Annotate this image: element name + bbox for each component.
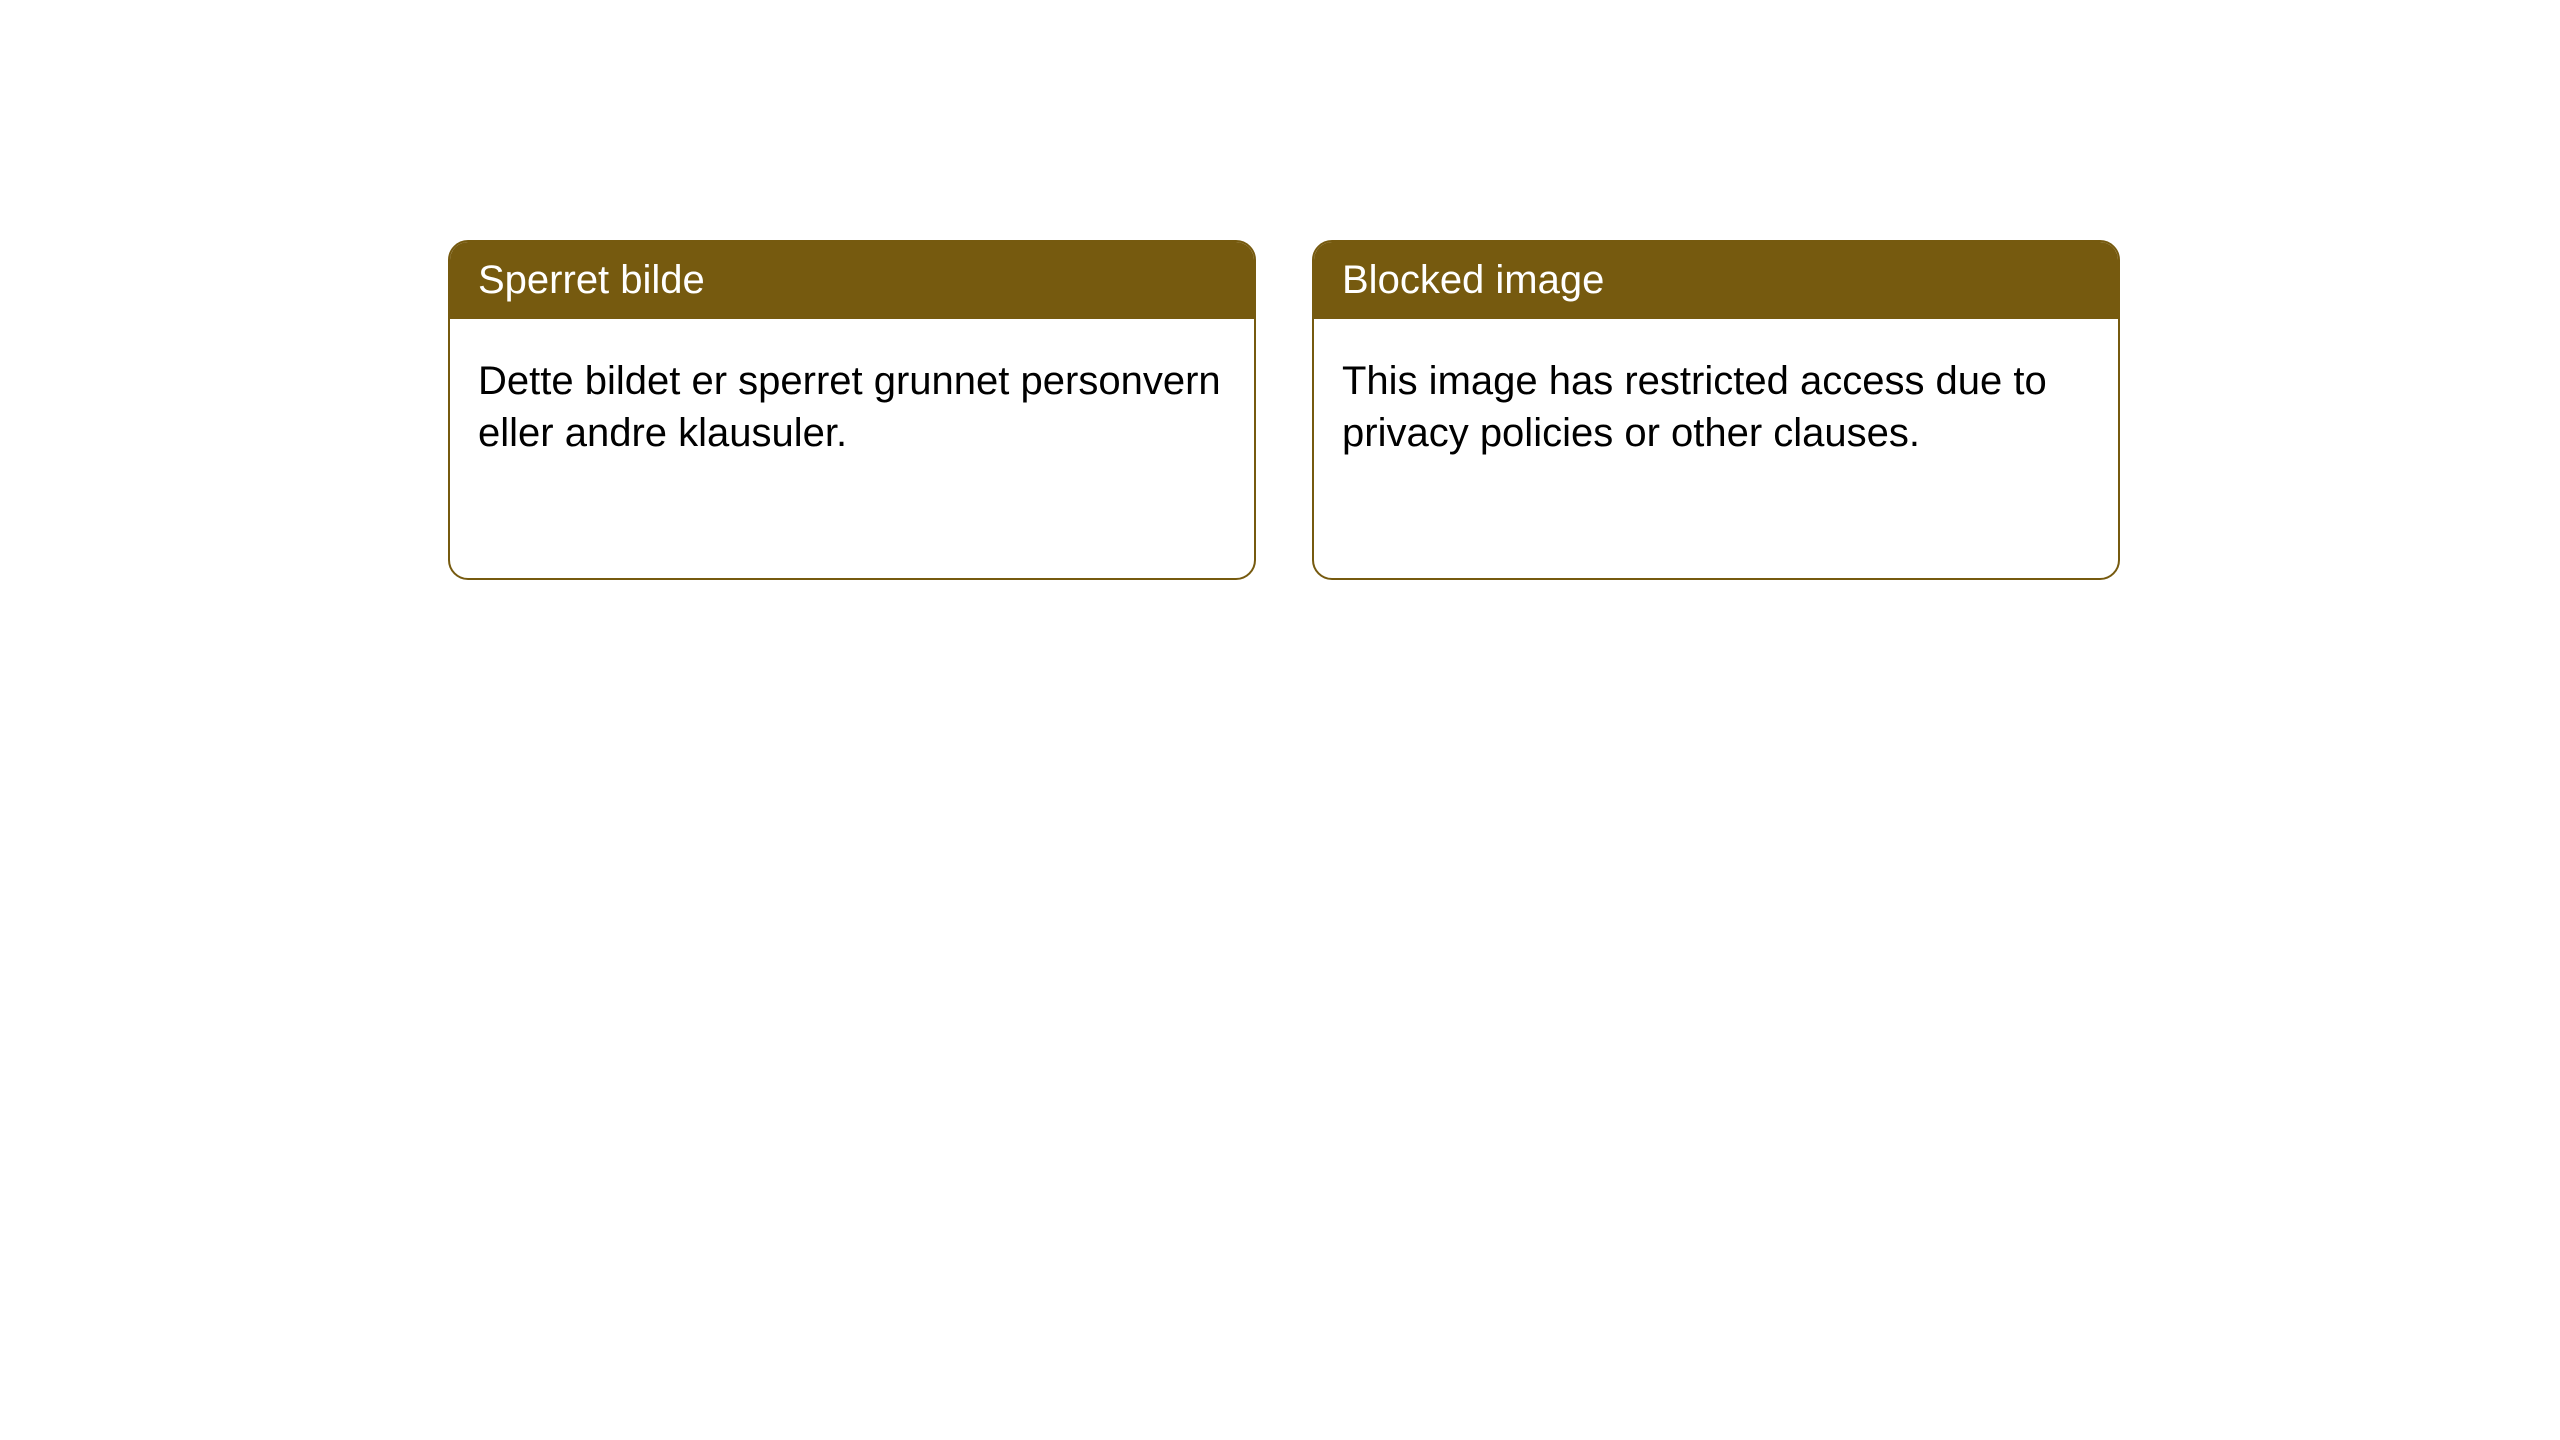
card-title: Sperret bilde	[478, 258, 705, 302]
notice-card-norwegian: Sperret bilde Dette bildet er sperret gr…	[448, 240, 1256, 580]
card-body-text: Dette bildet er sperret grunnet personve…	[478, 359, 1221, 455]
notice-card-english: Blocked image This image has restricted …	[1312, 240, 2120, 580]
card-header: Blocked image	[1314, 242, 2118, 319]
card-body: This image has restricted access due to …	[1314, 319, 2118, 495]
card-title: Blocked image	[1342, 258, 1604, 302]
notice-cards-container: Sperret bilde Dette bildet er sperret gr…	[448, 240, 2560, 580]
card-header: Sperret bilde	[450, 242, 1254, 319]
card-body-text: This image has restricted access due to …	[1342, 359, 2047, 455]
card-body: Dette bildet er sperret grunnet personve…	[450, 319, 1254, 495]
